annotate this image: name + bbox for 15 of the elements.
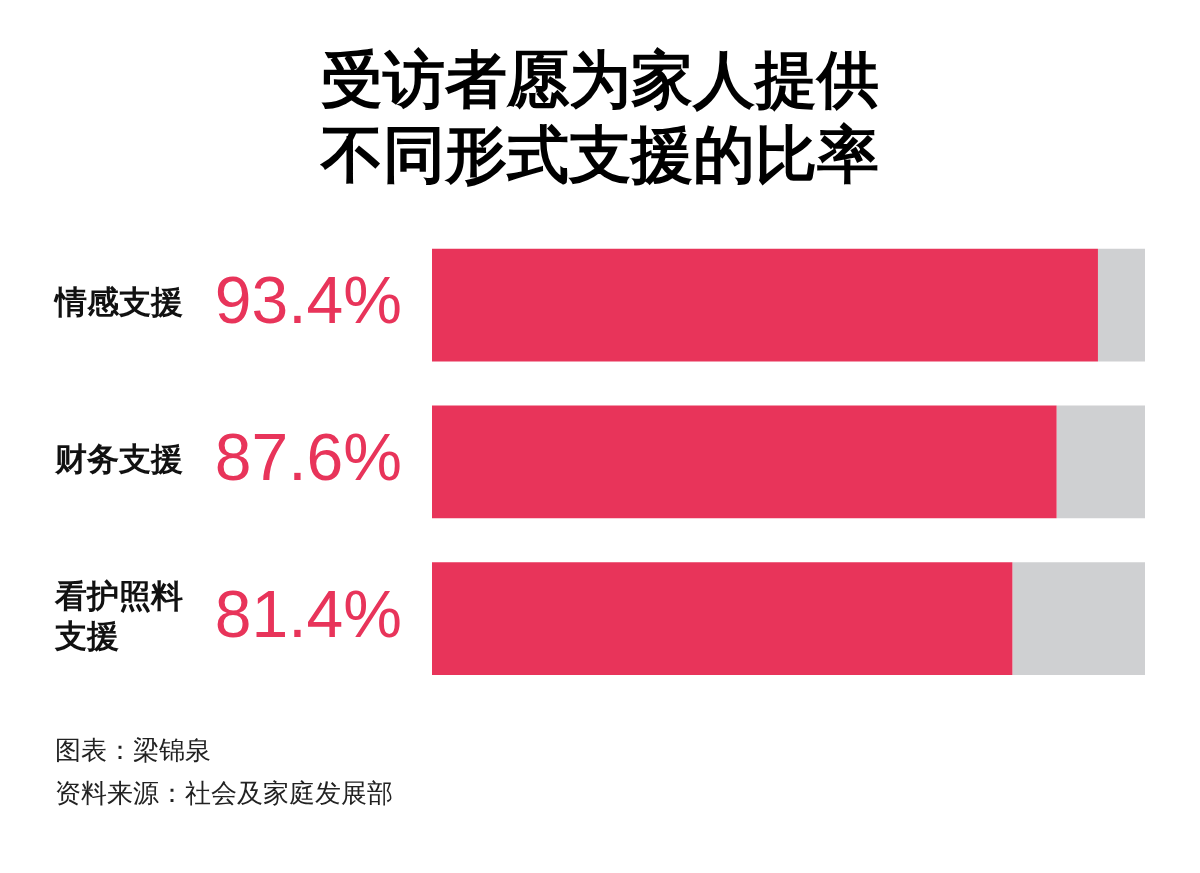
data-label: 87.6%	[214, 420, 402, 495]
data-label: 93.4%	[214, 263, 402, 338]
y-tick-label: 财务支援	[54, 440, 183, 479]
y-tick-label: 看护照料支援	[54, 576, 183, 655]
bar	[1097, 248, 1145, 362]
bar	[432, 562, 1013, 676]
bar	[432, 248, 1098, 362]
bar	[1012, 562, 1145, 676]
bar	[1056, 405, 1145, 519]
text: 资料来源：社会及家庭发展部	[55, 777, 393, 808]
bar	[432, 405, 1057, 519]
data-label: 81.4%	[214, 576, 402, 651]
chart-title: 受访者愿为家人提供不同形式支援的比率	[319, 43, 879, 191]
y-tick-label: 情感支援	[53, 283, 183, 322]
text: 图表：梁锦泉	[55, 734, 211, 765]
